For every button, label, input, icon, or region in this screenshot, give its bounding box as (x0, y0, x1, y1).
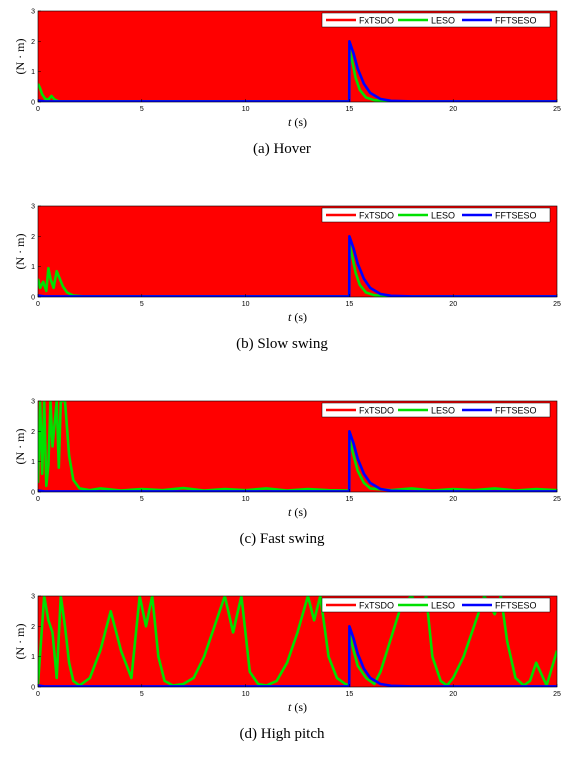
x-tick-label: 10 (242, 691, 250, 698)
y-tick-label: 0 (31, 295, 35, 302)
y-axis-label: (N · m) (13, 234, 27, 270)
legend-box (321, 402, 551, 418)
legend-label: LESO (431, 600, 455, 610)
series-FxTSDO (38, 401, 557, 492)
series-FFTSESO (38, 39, 557, 102)
y-axis-label: (N · m) (13, 39, 27, 75)
subfigure-caption: (d) High pitch (239, 726, 325, 742)
axes-box (37, 10, 558, 103)
x-tick-label: 5 (140, 301, 144, 308)
subfigure-caption: (a) Hover (253, 141, 311, 157)
x-axis-label: t (s) (288, 115, 307, 129)
x-tick-label: 25 (553, 301, 561, 308)
subfigure-caption: (c) Fast swing (239, 531, 325, 547)
legend-label: FxTSDO (359, 210, 394, 220)
y-tick-label: 3 (31, 399, 35, 406)
legend-label: FxTSDO (359, 405, 394, 415)
x-tick-label: 0 (36, 301, 40, 308)
y-tick-label: 3 (31, 204, 35, 211)
x-tick-label: 20 (449, 106, 457, 113)
legend-box (321, 597, 551, 613)
y-tick-label: 2 (31, 429, 35, 436)
x-tick-label: 10 (242, 496, 250, 503)
x-tick-label: 25 (553, 691, 561, 698)
y-axis-label: (N · m) (13, 429, 27, 465)
legend-box (321, 207, 551, 223)
series-FFTSESO (38, 234, 557, 297)
legend-label: FFTSESO (495, 600, 537, 610)
x-tick-label: 25 (553, 106, 561, 113)
legend: FxTSDO LESO FFTSESO (321, 402, 551, 418)
chart-svg: 0 5 10 15 20 25 0 1 2 3 (N · m) t (s) FxTSDO LESO FFTS… (13, 399, 561, 520)
axes-box (37, 595, 558, 688)
axes-box (37, 205, 558, 298)
x-tick-label: 5 (140, 691, 144, 698)
x-tick-label: 25 (553, 496, 561, 503)
x-tick-label: 0 (36, 691, 40, 698)
chart-panel: 0 5 10 15 20 25 0 1 2 3 (N · m) t (s) FxTSDO LESO FFTS… (0, 195, 564, 382)
x-tick-label: 5 (140, 106, 144, 113)
y-tick-label: 2 (31, 39, 35, 46)
series-FFTSESO (38, 624, 557, 687)
y-tick-label: 1 (31, 654, 35, 661)
x-tick-label: 20 (449, 496, 457, 503)
plot-area (38, 596, 557, 687)
y-tick-label: 0 (31, 685, 35, 692)
y-tick-label: 2 (31, 624, 35, 631)
y-tick-label: 0 (31, 100, 35, 107)
chart-panel: 0 5 10 15 20 25 0 1 2 3 (N · m) t (s) FxTSDO LESO FFTS… (0, 585, 564, 772)
legend-box (321, 12, 551, 28)
axes-box (37, 400, 558, 493)
y-tick-label: 2 (31, 234, 35, 241)
y-tick-label: 3 (31, 9, 35, 16)
x-tick-label: 15 (346, 301, 354, 308)
x-tick-label: 15 (346, 496, 354, 503)
series-FxTSDO (38, 206, 557, 297)
legend-label: FxTSDO (359, 600, 394, 610)
chart-panel: 0 5 10 15 20 25 0 1 2 3 (N · m) t (s) FxTSDO LESO FFTS… (0, 390, 564, 577)
x-tick-label: 20 (449, 301, 457, 308)
y-tick-label: 1 (31, 69, 35, 76)
legend-label: LESO (431, 405, 455, 415)
legend-label: FFTSESO (495, 15, 537, 25)
legend-label: FxTSDO (359, 15, 394, 25)
x-tick-label: 5 (140, 496, 144, 503)
series-LESO (38, 596, 557, 687)
x-axis-label: t (s) (288, 700, 307, 714)
x-tick-label: 10 (242, 301, 250, 308)
y-tick-label: 3 (31, 594, 35, 601)
x-tick-label: 0 (36, 496, 40, 503)
x-axis-label: t (s) (288, 310, 307, 324)
chart-panel: 0 5 10 15 20 25 0 1 2 3 (N · m) t (s) FxTSDO LESO FFTS… (0, 0, 564, 187)
legend-label: LESO (431, 210, 455, 220)
legend: FxTSDO LESO FFTSESO (321, 207, 551, 223)
y-tick-label: 0 (31, 490, 35, 497)
legend: FxTSDO LESO FFTSESO (321, 597, 551, 613)
plot-area (38, 11, 557, 102)
series-FFTSESO (38, 429, 557, 492)
legend: FxTSDO LESO FFTSESO (321, 12, 551, 28)
series-FxTSDO (38, 11, 557, 102)
subfigure-caption: (b) Slow swing (236, 336, 328, 352)
y-axis-label: (N · m) (13, 624, 27, 660)
x-axis-label: t (s) (288, 505, 307, 519)
x-tick-label: 10 (242, 106, 250, 113)
plot-area (38, 401, 557, 492)
y-tick-label: 1 (31, 264, 35, 271)
y-tick-label: 1 (31, 459, 35, 466)
chart-svg: 0 5 10 15 20 25 0 1 2 3 (N · m) t (s) FxTSDO LESO FFTS… (13, 204, 561, 325)
x-tick-label: 20 (449, 691, 457, 698)
chart-svg: 0 5 10 15 20 25 0 1 2 3 (N · m) t (s) FxTSDO LESO FFTS… (13, 594, 561, 715)
legend-label: LESO (431, 15, 455, 25)
x-tick-label: 15 (346, 106, 354, 113)
legend-label: FFTSESO (495, 210, 537, 220)
plot-area (38, 206, 557, 297)
x-tick-label: 15 (346, 691, 354, 698)
legend-label: FFTSESO (495, 405, 537, 415)
x-tick-label: 0 (36, 106, 40, 113)
chart-svg: 0 5 10 15 20 25 0 1 2 3 (N · m) t (s) FxTSDO LESO FFTS… (13, 9, 561, 130)
